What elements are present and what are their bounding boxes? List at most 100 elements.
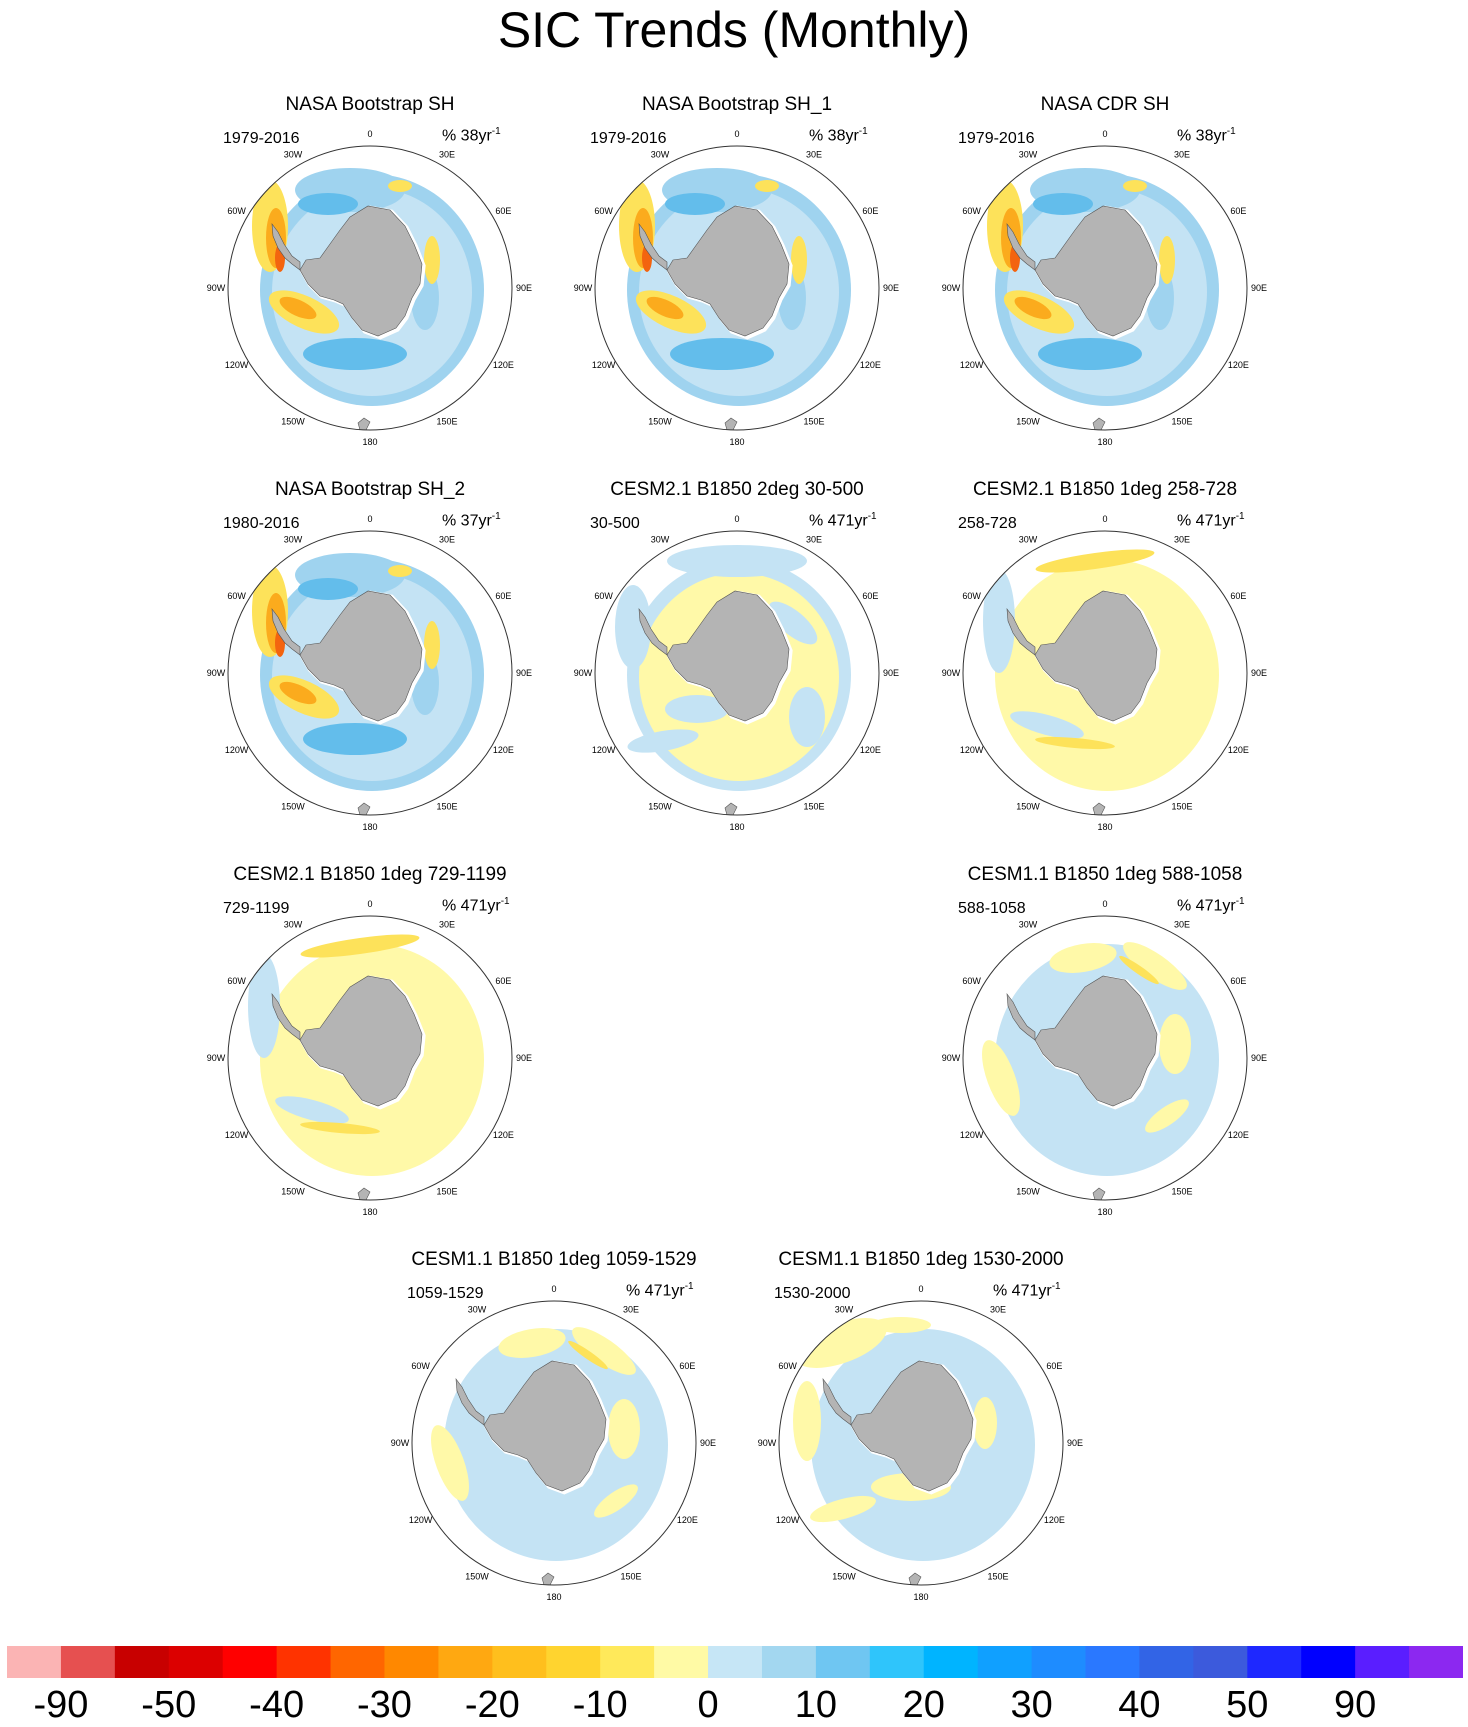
map-boundary (594, 530, 880, 816)
longitude-label: 30W (1019, 535, 1038, 545)
trend-region (388, 180, 412, 192)
map-panel: NASA Bootstrap SH_2 1980-2016 % 37yr-1 0… (200, 479, 540, 843)
map-panel: NASA Bootstrap SH 1979-2016 % 38yr-1 0 30… (200, 94, 540, 458)
antarctic-peninsula (1006, 607, 1036, 656)
longitude-label: 120E (860, 745, 881, 755)
longitude-label: 90E (1067, 1438, 1083, 1448)
trend-region (1159, 236, 1175, 284)
trend-region (791, 236, 807, 284)
trend-region (665, 695, 729, 723)
longitude-label: 60W (962, 976, 981, 986)
longitude-label: 180 (1097, 1207, 1112, 1217)
longitude-label: 90W (574, 668, 593, 678)
tasmania-land (1092, 1187, 1106, 1200)
trend-region (1145, 1099, 1189, 1133)
polar-map: 0 30E 60E 90E 120E 150E 180 150W 120W 90W 60W 30W (391, 1284, 716, 1602)
longitude-label: 0 (1102, 514, 1107, 524)
colorbar-swatch (168, 1646, 224, 1678)
trend-region (424, 236, 440, 284)
longitude-label: 90W (942, 1053, 961, 1063)
panel-period: 588-1058 (958, 900, 1026, 917)
polar-map: 0 30E 60E 90E 120E 150E 180 150W 120W 90W 60W 30W (207, 514, 532, 832)
trend-region (1123, 942, 1187, 990)
panel-title: CESM2.1 B1850 1deg 729-1199 (233, 864, 507, 885)
colorbar-swatch (114, 1646, 170, 1678)
longitude-label: 120E (493, 360, 514, 370)
panel-period: 1979-2016 (958, 130, 1035, 147)
antarctica-land (299, 590, 423, 722)
antarctic-peninsula (822, 1377, 852, 1426)
trend-region (1159, 1014, 1191, 1074)
longitude-label: 120W (225, 745, 249, 755)
trend-region (424, 621, 440, 669)
longitude-label: 120W (225, 360, 249, 370)
panel-title: CESM1.1 B1850 1deg 1059-1529 (411, 1249, 697, 1270)
antarctic-peninsula (638, 222, 668, 271)
colorbar-swatch (1247, 1646, 1302, 1678)
trend-region (871, 1317, 931, 1333)
longitude-label: 60E (1230, 206, 1246, 216)
longitude-label: 90E (883, 283, 899, 293)
colorbar-swatch (384, 1646, 439, 1678)
longitude-label: 120E (860, 360, 881, 370)
longitude-label: 60W (594, 591, 613, 601)
panel-title: NASA CDR SH (1040, 94, 1170, 115)
longitude-label: 0 (734, 514, 739, 524)
tasmania-land (724, 802, 738, 815)
ice-field (963, 168, 1219, 430)
panel-units: % 38yr-1 (809, 126, 868, 145)
trend-region (793, 1381, 821, 1461)
longitude-label: 150E (620, 1571, 641, 1581)
longitude-label: 150W (648, 416, 672, 426)
longitude-label: 30E (806, 150, 822, 160)
colorbar-swatch (1139, 1646, 1194, 1678)
panel-units: % 471yr-1 (809, 511, 877, 530)
longitude-label: 60E (1046, 1361, 1062, 1371)
trend-region (388, 565, 412, 577)
ice-field (963, 549, 1219, 815)
longitude-label: 0 (367, 514, 372, 524)
map-panel: NASA Bootstrap SH_1 1979-2016 % 38yr-1 0… (567, 94, 907, 458)
trend-region (983, 569, 1015, 673)
antarctic-peninsula (638, 607, 668, 656)
ice-field (595, 545, 851, 815)
antarctica-land (299, 975, 423, 1107)
colorbar (7, 1646, 1463, 1678)
longitude-label: 150E (1171, 1186, 1192, 1196)
trend-region (498, 1328, 566, 1358)
tasmania-land (724, 417, 738, 430)
longitude-label: 30E (1174, 535, 1190, 545)
longitude-label: 60W (411, 1361, 430, 1371)
colorbar-swatch (923, 1646, 979, 1678)
longitude-label: 30W (284, 535, 303, 545)
longitude-label: 180 (913, 1592, 928, 1602)
colorbar-label: 0 (697, 1684, 719, 1726)
colorbar-swatch (1031, 1646, 1087, 1678)
trend-region (300, 1121, 380, 1135)
longitude-label: 90W (207, 1053, 226, 1063)
longitude-label: 30W (1019, 150, 1038, 160)
longitude-label: 30W (651, 535, 670, 545)
longitude-label: 30W (1019, 920, 1038, 930)
longitude-label: 120W (776, 1515, 800, 1525)
panel-units: % 471yr-1 (626, 1281, 694, 1300)
ice-field (228, 553, 484, 815)
longitude-label: 120E (677, 1515, 698, 1525)
longitude-label: 30W (284, 150, 303, 160)
antarctic-peninsula (271, 222, 301, 271)
longitude-label: 150E (436, 1186, 457, 1196)
panel-title: CESM1.1 B1850 1deg 1530-2000 (778, 1249, 1064, 1270)
trend-region (594, 1484, 638, 1518)
longitude-label: 180 (362, 1207, 377, 1217)
polar-map: 0 30E 60E 90E 120E 150E 180 150W 120W 90W 60W 30W (574, 129, 899, 447)
longitude-label: 150W (1016, 1186, 1040, 1196)
map-boundary (411, 1300, 697, 1586)
map-boundary (227, 530, 513, 816)
colorbar-swatch (1409, 1646, 1463, 1678)
longitude-label: 150W (832, 1571, 856, 1581)
longitude-label: 30E (439, 150, 455, 160)
longitude-label: 120E (1228, 360, 1249, 370)
longitude-label: 60W (594, 206, 613, 216)
trend-region (755, 180, 779, 192)
longitude-label: 30E (439, 920, 455, 930)
